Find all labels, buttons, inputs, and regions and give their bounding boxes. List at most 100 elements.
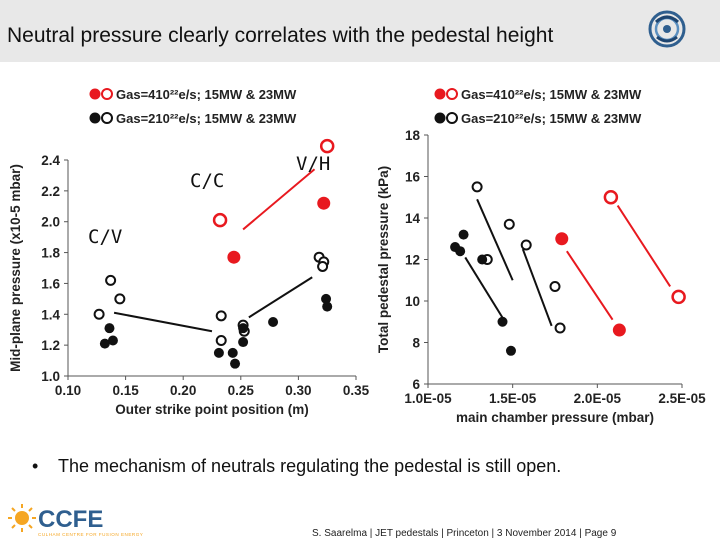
x-tick-label: 0.35 (343, 383, 370, 398)
footer-text: S. Saarelma | JET pedestals | Princeton … (312, 528, 617, 539)
data-point-open (212, 212, 228, 228)
legend-marker-filled (89, 112, 101, 124)
y-axis-label: Mid-plane pressure (x10-5 mbar) (8, 164, 23, 372)
data-point-open (105, 274, 117, 286)
trend-line (464, 256, 504, 319)
data-point-filled (238, 337, 249, 348)
data-point-filled (230, 358, 241, 369)
legend-marker-open (446, 112, 458, 124)
data-point-filled (213, 347, 224, 358)
legend-label: Gas=410²²e/s; 15MW & 23MW (116, 87, 297, 102)
data-point-open (215, 310, 227, 322)
y-tick-label: 14 (405, 211, 421, 226)
legend-marker-open (101, 88, 113, 100)
data-point-open (114, 293, 126, 305)
trend-line (248, 276, 313, 319)
trend-line (113, 311, 213, 333)
y-tick-label: 1.0 (41, 369, 60, 384)
legend-marker-open (446, 88, 458, 100)
x-tick-label: 0.25 (228, 383, 255, 398)
data-point-filled (477, 254, 488, 265)
data-point-filled (555, 232, 569, 246)
bullet-marker: • (32, 456, 39, 476)
data-point-filled (612, 323, 626, 337)
y-tick-label: 1.8 (41, 246, 60, 261)
legend-marker-filled (434, 88, 446, 100)
x-tick-label: 1.0E-05 (404, 391, 452, 406)
bullet-point: • The mechanism of neutrals regulating th… (32, 456, 561, 477)
legend-marker-filled (89, 88, 101, 100)
data-point-filled (99, 338, 110, 349)
data-point-filled (268, 317, 279, 327)
y-tick-label: 2.4 (41, 153, 60, 168)
y-tick-label: 1.2 (41, 338, 60, 353)
data-point-open (503, 218, 515, 230)
y-tick-label: 2.2 (41, 184, 60, 199)
y-tick-label: 2.0 (41, 215, 60, 230)
x-tick-label: 0.20 (170, 383, 196, 398)
data-point-filled (322, 301, 333, 312)
y-tick-label: 1.6 (41, 276, 60, 291)
x-tick-label: 0.30 (285, 383, 311, 398)
ccfe-wordmark: CCFE (38, 506, 103, 533)
x-tick-label: 0.15 (112, 383, 139, 398)
data-point-open (317, 260, 329, 272)
ccfe-logo: CCFE CULHAM CENTRE FOR FUSION ENERGY (8, 504, 143, 537)
x-tick-label: 0.10 (55, 383, 81, 398)
data-point-filled (455, 246, 466, 257)
trend-line (566, 250, 614, 321)
config-annotation: C/V (88, 226, 122, 248)
legend-marker-filled (434, 112, 446, 124)
bullet-text: The mechanism of neutrals regulating the… (58, 456, 562, 476)
trend-line (521, 248, 553, 327)
legend-label: Gas=210²²e/s; 15MW & 23MW (461, 111, 642, 126)
trend-line (476, 198, 514, 281)
data-point-filled (227, 347, 238, 358)
data-point-filled (238, 323, 249, 334)
y-tick-label: 12 (405, 253, 420, 268)
data-point-open (93, 308, 105, 320)
data-point-open (554, 322, 566, 334)
trend-line (242, 168, 316, 231)
y-tick-label: 8 (412, 336, 420, 351)
chart-right: Gas=410²²e/s; 15MW & 23MW Gas=210²²e/s; 1… (376, 87, 706, 425)
slide-title: Neutral pressure clearly correlates with… (7, 24, 554, 47)
data-point-open (549, 280, 561, 292)
x-axis-label: main chamber pressure (mbar) (456, 410, 654, 425)
chart-left: Gas=410²²e/s; 15MW & 23MW Gas=210²²e/s; 1… (8, 87, 370, 417)
x-axis-label: Outer strike point position (m) (115, 402, 309, 417)
data-point-filled (104, 323, 115, 334)
data-point-open (603, 190, 619, 205)
data-point-filled (107, 335, 118, 346)
data-point-filled (458, 229, 469, 240)
config-annotation: C/C (190, 170, 224, 192)
data-point-open (520, 239, 532, 251)
jet-logo-icon (648, 10, 686, 48)
data-point-open (471, 181, 483, 193)
data-point-filled (497, 316, 508, 327)
data-point-filled (227, 250, 241, 264)
y-axis-label: Total pedestal pressure (kPa) (376, 166, 391, 353)
data-point-filled (321, 293, 332, 304)
ccfe-sun-icon (8, 504, 36, 532)
x-tick-label: 2.0E-05 (574, 391, 622, 406)
y-tick-label: 18 (405, 128, 421, 143)
y-tick-label: 10 (405, 294, 420, 309)
y-tick-label: 16 (405, 170, 421, 185)
x-tick-label: 1.5E-05 (489, 391, 537, 406)
y-tick-label: 6 (412, 377, 420, 392)
y-tick-label: 1.4 (41, 307, 60, 322)
ccfe-tagline: CULHAM CENTRE FOR FUSION ENERGY (38, 532, 143, 537)
config-annotation: V/H (296, 153, 330, 175)
data-point-open (319, 138, 335, 154)
legend-label: Gas=410²²e/s; 15MW & 23MW (461, 87, 642, 102)
trend-line (616, 205, 671, 288)
legend-label: Gas=210²²e/s; 15MW & 23MW (116, 111, 297, 126)
data-point-filled (505, 345, 516, 356)
data-point-open (671, 289, 686, 305)
data-point-open (215, 335, 227, 347)
data-point-filled (317, 196, 331, 210)
x-tick-label: 2.5E-05 (658, 391, 706, 406)
title-bar (0, 0, 720, 62)
legend-marker-open (101, 112, 113, 124)
